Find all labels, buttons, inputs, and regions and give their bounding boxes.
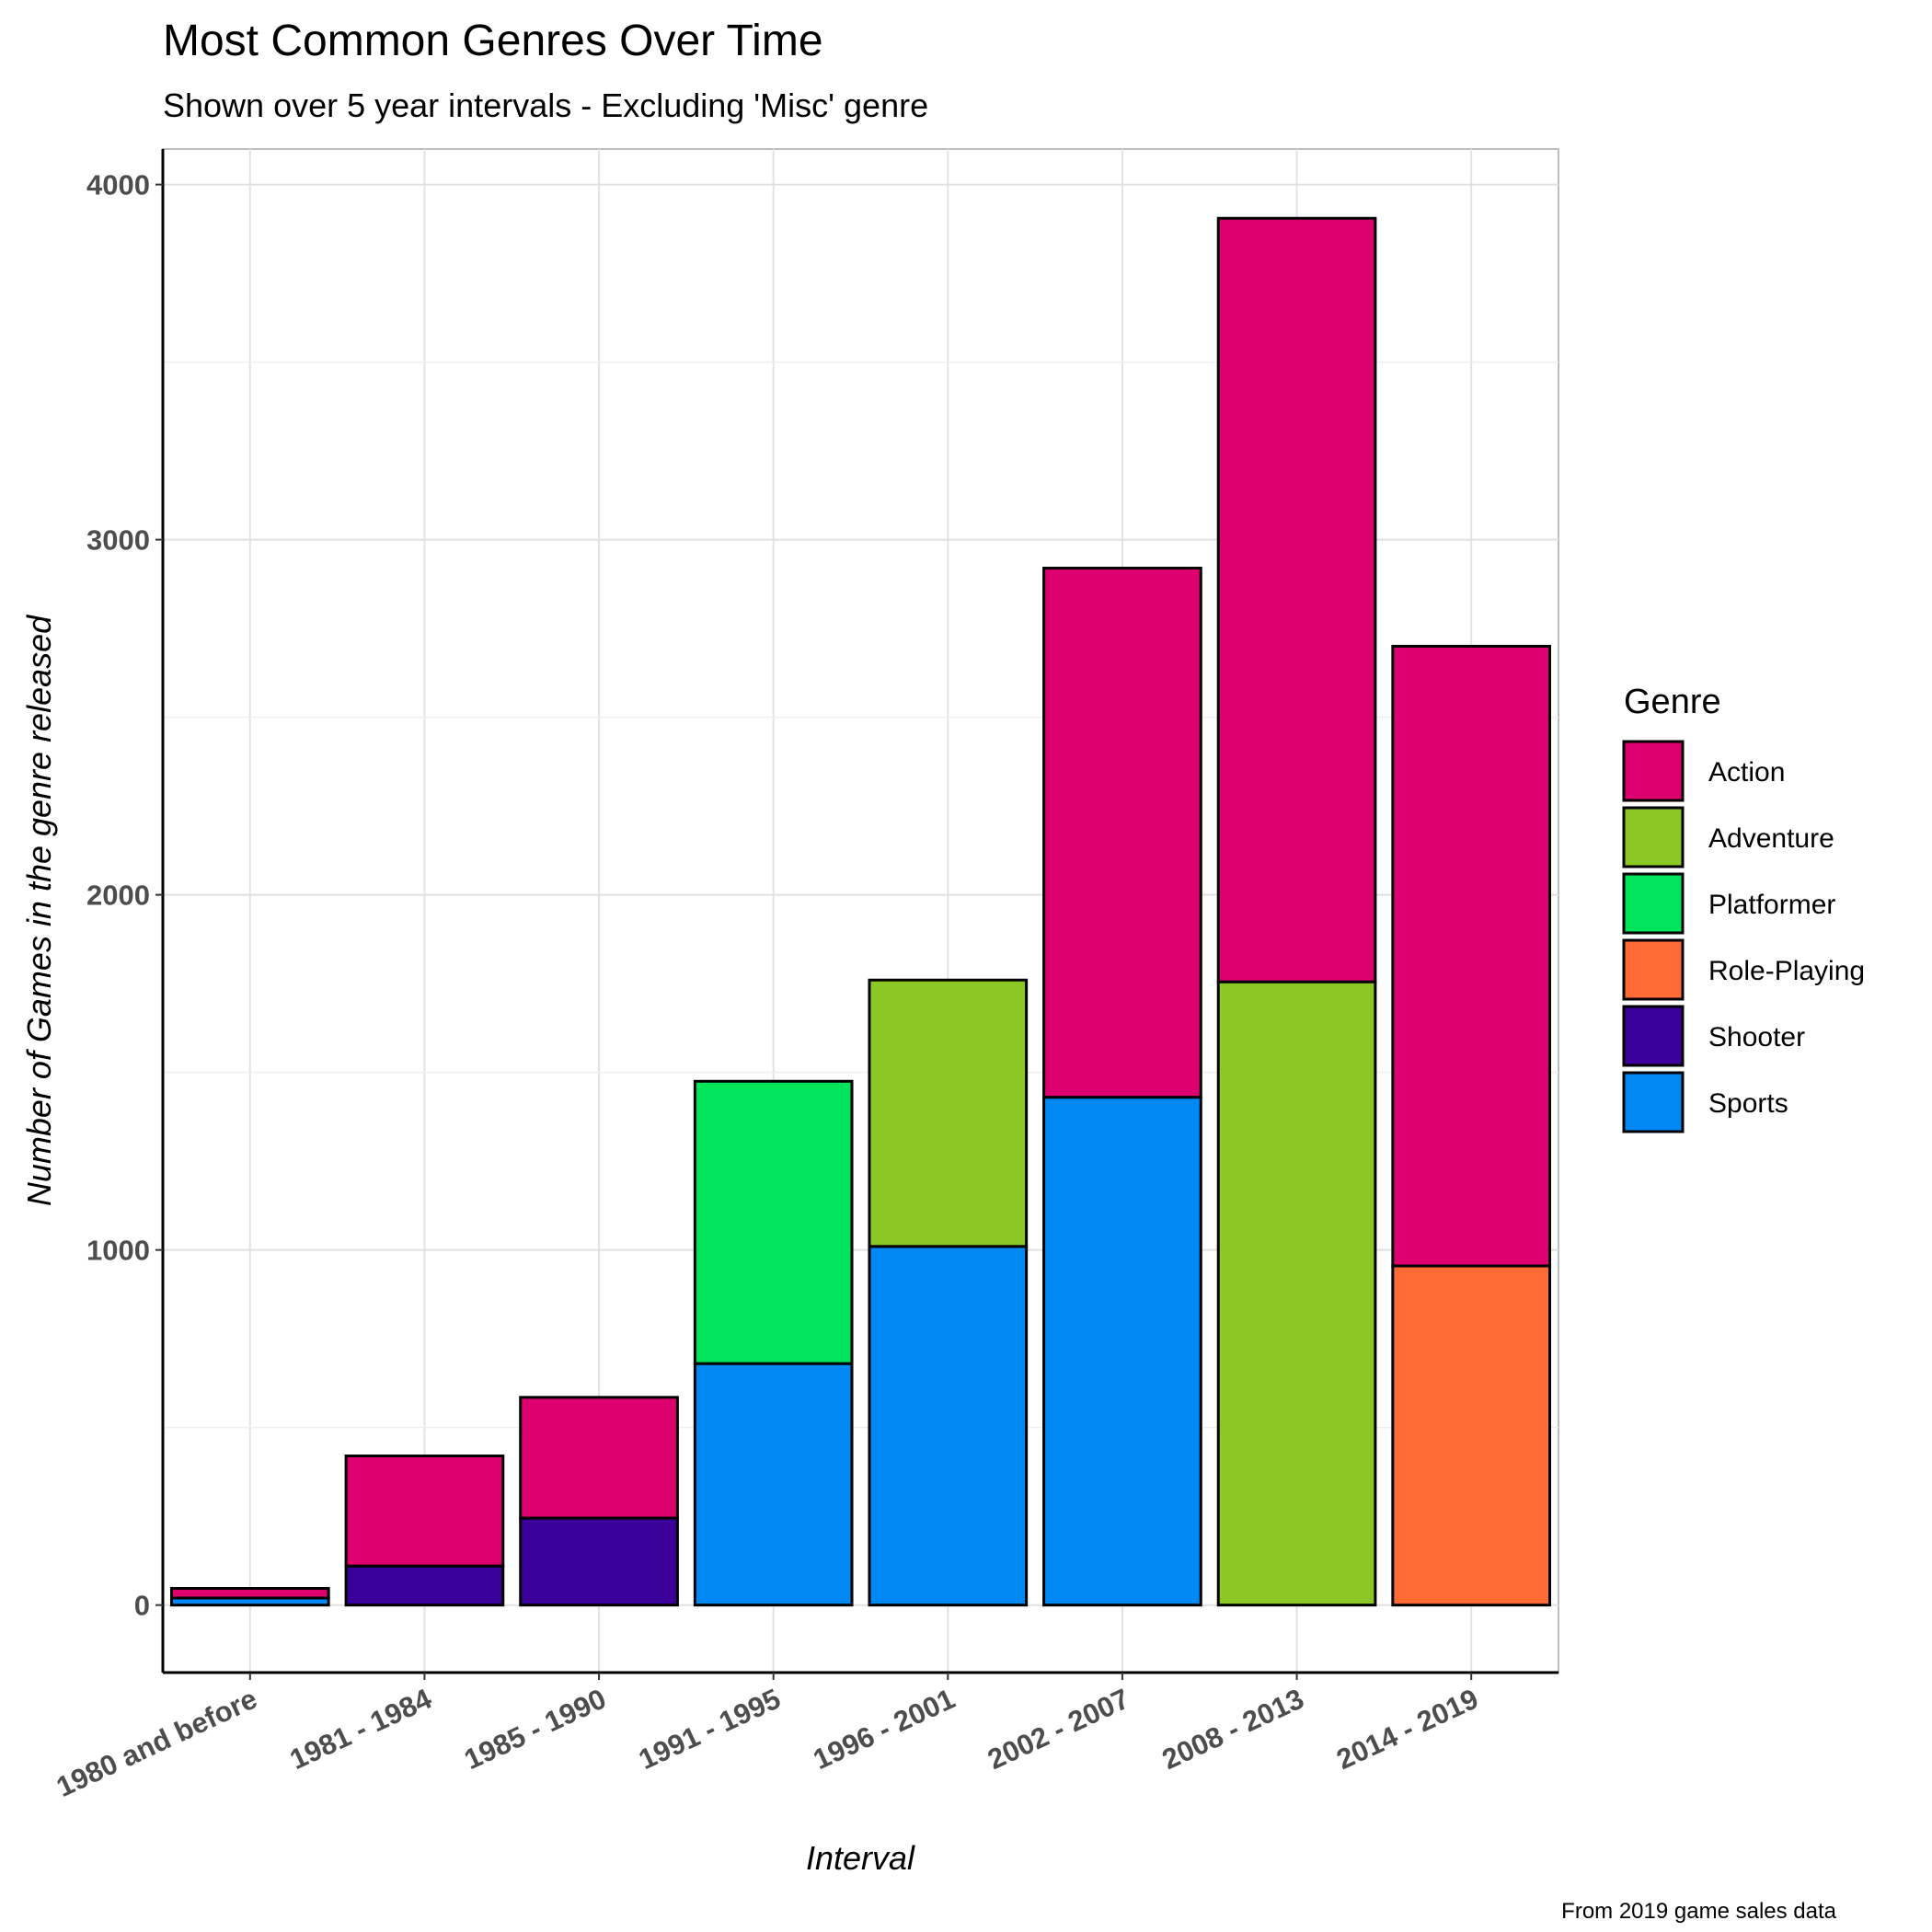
x-axis-ticks: 1980 and before 1981 - 1984 1985 - 1990 199… xyxy=(52,1673,1483,1803)
legend-key xyxy=(1622,938,1685,1001)
x-tick-label: 2008 - 2013 xyxy=(1157,1683,1309,1777)
y-axis-ticks: 0 1000 2000 3000 4000 xyxy=(86,169,163,1622)
bar-segment xyxy=(693,1362,854,1607)
x-tick-label: 2002 - 2007 xyxy=(983,1683,1134,1777)
y-axis-title: Number of Games in the genre released xyxy=(20,615,58,1206)
bar-segment xyxy=(344,1564,505,1607)
x-tick-label: 1991 - 1995 xyxy=(634,1683,786,1777)
y-tick-label: 2000 xyxy=(86,880,150,912)
chart-title: Most Common Genres Over Time xyxy=(163,17,823,65)
legend-label: Shooter xyxy=(1708,1022,1805,1052)
bar-segment xyxy=(169,1587,330,1600)
legend-label: Sports xyxy=(1708,1088,1788,1119)
bar-segment xyxy=(344,1455,505,1568)
bar-segment xyxy=(1216,980,1377,1607)
bars xyxy=(169,216,1552,1607)
y-tick-label: 4000 xyxy=(86,169,150,201)
y-tick-label: 3000 xyxy=(86,524,150,557)
bar-segment xyxy=(693,1079,854,1365)
legend-key xyxy=(1622,806,1685,868)
legend-label: Platformer xyxy=(1708,890,1835,920)
chart-subtitle: Shown over 5 year intervals - Excluding … xyxy=(163,86,928,124)
legend-key xyxy=(1622,1071,1685,1133)
legend-title: Genre xyxy=(1624,683,1721,721)
legend-label: Adventure xyxy=(1708,823,1834,854)
bar-segment xyxy=(868,1245,1029,1607)
plot-area: 0 1000 2000 3000 4000 1980 and before 1981 - … xyxy=(52,148,1559,1803)
y-tick-label: 1000 xyxy=(86,1235,150,1267)
y-tick-label: 0 xyxy=(134,1590,150,1622)
bar-segment xyxy=(1391,1264,1552,1607)
x-tick-label: 1981 - 1984 xyxy=(285,1682,437,1776)
bar-segment xyxy=(519,1516,679,1607)
legend-label: Role-Playing xyxy=(1708,956,1865,986)
bar-segment xyxy=(1216,216,1377,983)
x-tick-label: 1985 - 1990 xyxy=(459,1683,611,1777)
legend-label: Action xyxy=(1708,757,1785,788)
bar-segment xyxy=(1042,1096,1202,1607)
legend-key xyxy=(1622,740,1685,802)
bar-segment xyxy=(519,1396,679,1520)
x-tick-label: 1996 - 2001 xyxy=(808,1683,960,1777)
legend: Genre Action Adventure Platformer Role-Play… xyxy=(1622,683,1865,1133)
bar-segment xyxy=(868,978,1029,1248)
bar-segment xyxy=(1391,644,1552,1268)
legend-key xyxy=(1622,1005,1685,1067)
bar-segment xyxy=(1042,566,1202,1099)
legend-key xyxy=(1622,872,1685,935)
x-axis-title: Interval xyxy=(806,1839,915,1877)
x-tick-label: 2014 - 2019 xyxy=(1331,1683,1483,1777)
caption: From 2019 game sales data xyxy=(1561,1899,1836,1924)
x-tick-label: 1980 and before xyxy=(52,1683,262,1803)
